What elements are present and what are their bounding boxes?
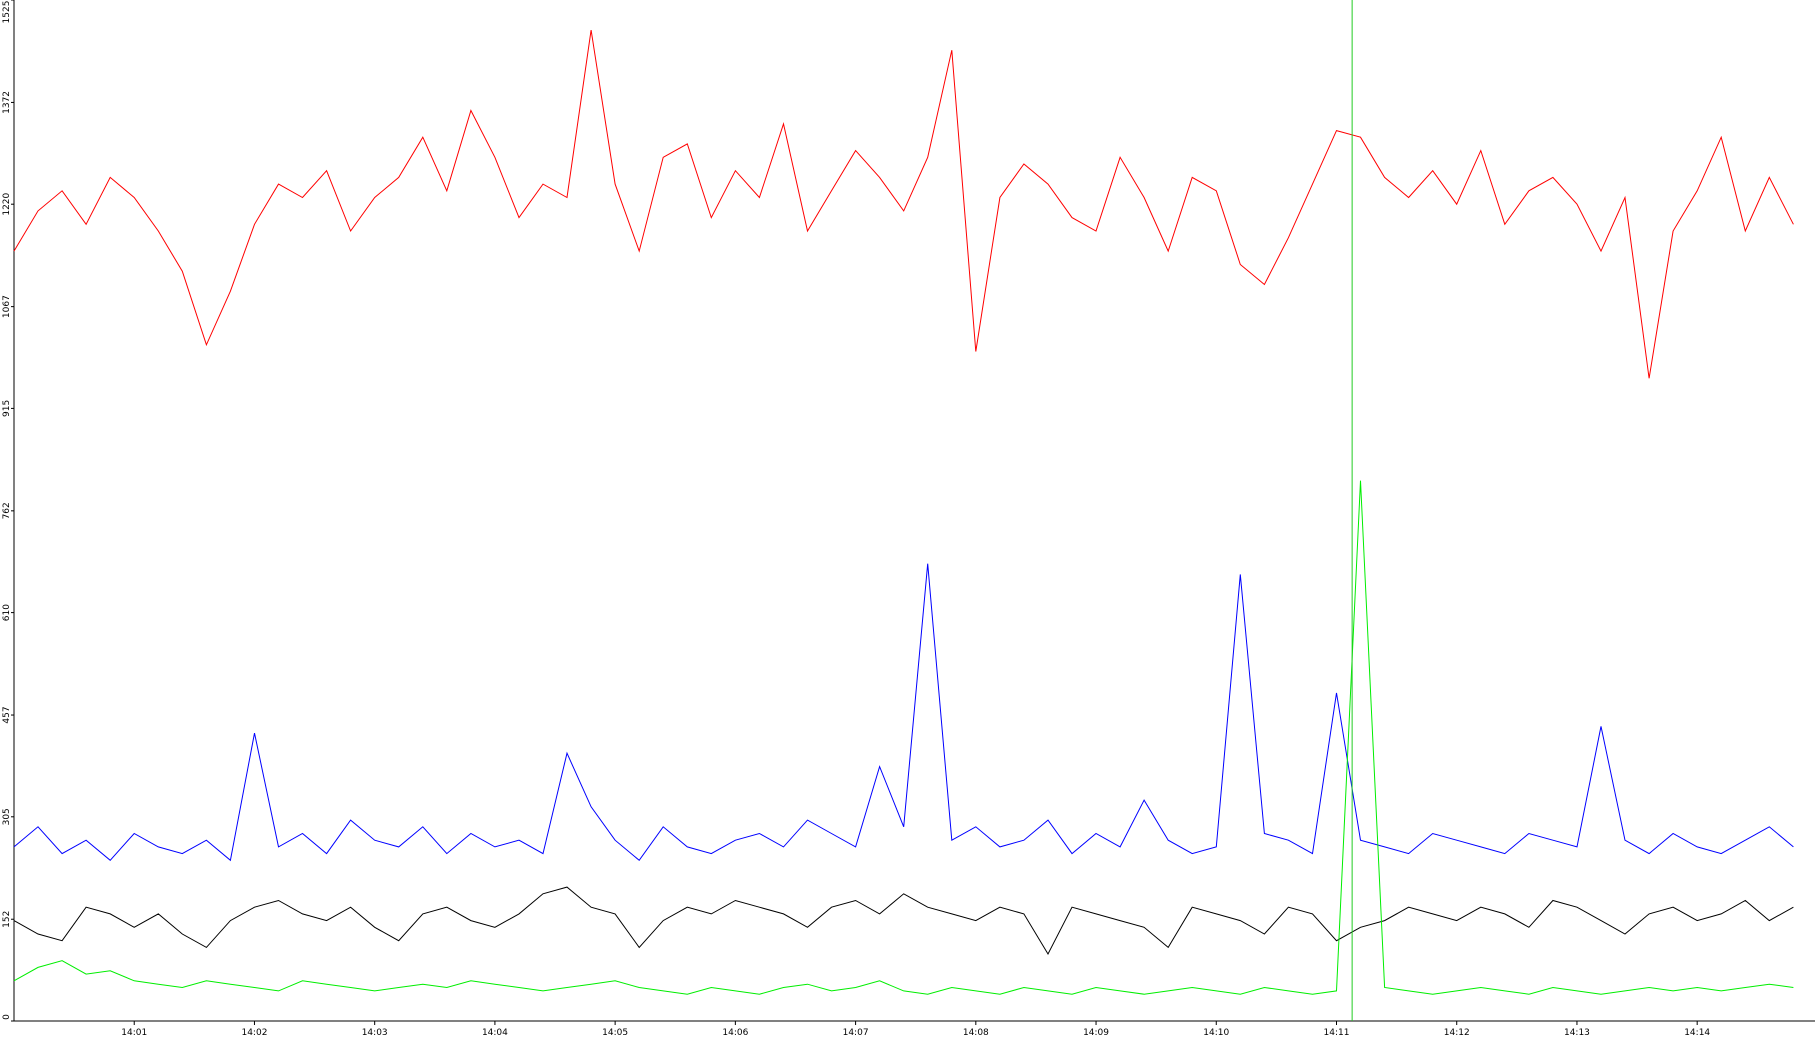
- y-tick-label: 915: [2, 400, 12, 417]
- x-tick-label: 14:09: [1083, 1028, 1109, 1038]
- series-line: [13, 30, 1794, 379]
- series-line: [13, 886, 1794, 956]
- series-line: [13, 563, 1794, 862]
- x-tick-label: 14:11: [1324, 1028, 1350, 1038]
- y-tick-label: 762: [2, 502, 12, 519]
- x-tick-label: 14:08: [963, 1028, 989, 1038]
- x-tick-label: 14:03: [362, 1028, 388, 1038]
- x-tick-label: 14:05: [602, 1028, 628, 1038]
- x-tick-label: 14:02: [241, 1028, 267, 1038]
- y-tick-label: 1067: [2, 295, 12, 318]
- y-tick-label: 0: [2, 1014, 12, 1020]
- y-tick-label: 457: [2, 706, 12, 723]
- y-tick-label: 305: [2, 808, 12, 825]
- x-tick-label: 14:06: [722, 1028, 748, 1038]
- y-tick-label: 152: [2, 911, 12, 928]
- x-tick-label: 14:07: [843, 1028, 869, 1038]
- x-tick-label: 14:01: [121, 1028, 147, 1038]
- x-tick-label: 14:10: [1203, 1028, 1229, 1038]
- series-line: [13, 480, 1794, 995]
- y-tick-label: 610: [2, 604, 12, 621]
- x-tick-label: 14:14: [1684, 1028, 1710, 1038]
- x-tick-label: 14:12: [1444, 1028, 1470, 1038]
- y-tick-label: 1525: [2, 1, 12, 24]
- x-tick-label: 14:04: [482, 1028, 508, 1038]
- y-tick-label: 1372: [2, 91, 12, 114]
- x-tick-label: 14:13: [1564, 1028, 1590, 1038]
- y-tick-label: 1220: [2, 192, 12, 215]
